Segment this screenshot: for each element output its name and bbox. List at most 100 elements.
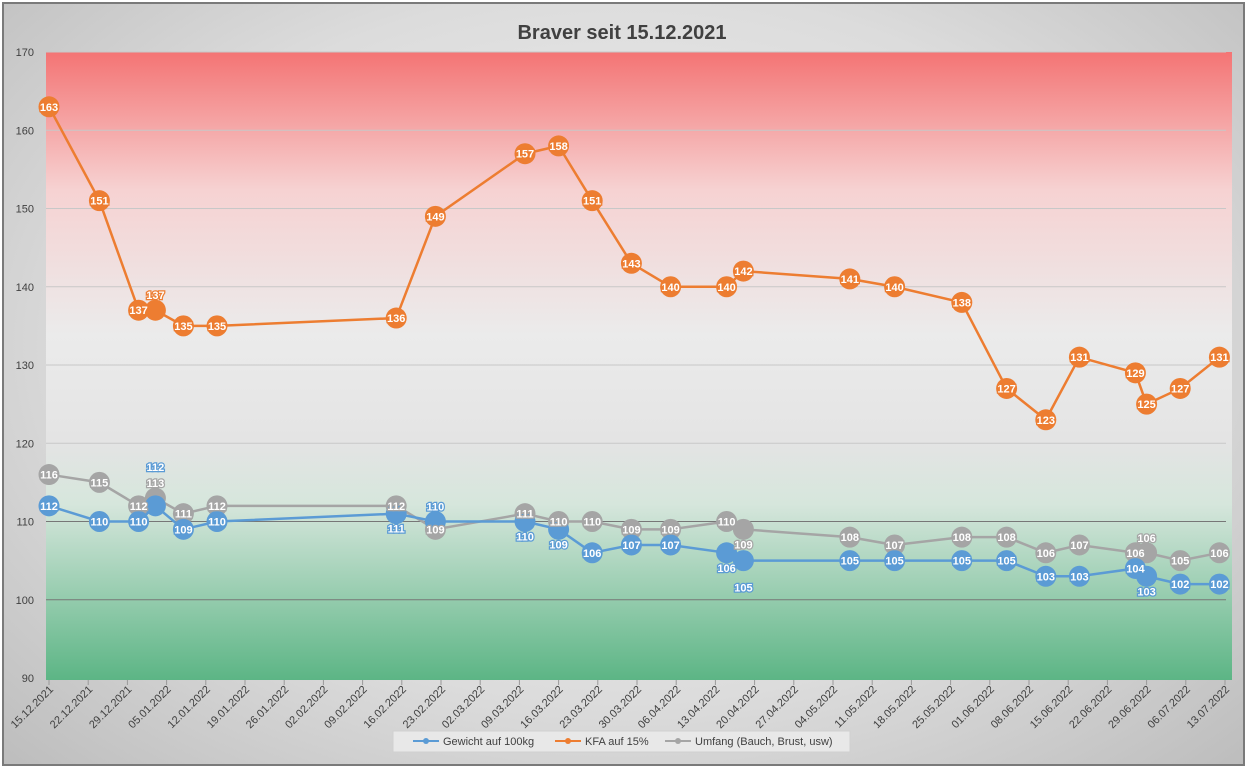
data-label: 129 xyxy=(1126,368,1144,380)
data-point xyxy=(884,276,906,298)
data-point xyxy=(1136,565,1158,587)
data-point xyxy=(548,518,570,540)
data-label: 110 xyxy=(208,517,226,529)
data-label: 112 xyxy=(147,462,165,474)
data-point xyxy=(1169,550,1191,572)
data-point xyxy=(1136,393,1158,415)
data-label: 140 xyxy=(661,282,679,294)
data-point xyxy=(206,511,228,532)
data-point xyxy=(1169,573,1191,595)
data-label: 142 xyxy=(734,266,752,278)
data-label: 105 xyxy=(841,556,859,568)
data-label: 107 xyxy=(885,540,903,552)
data-label: 109 xyxy=(174,524,192,536)
data-label: 149 xyxy=(426,211,444,223)
data-point xyxy=(716,511,738,532)
y-tick-label: 120 xyxy=(16,438,34,450)
y-tick-label: 140 xyxy=(16,282,34,294)
data-label: 109 xyxy=(661,524,679,536)
data-label: 110 xyxy=(583,517,601,529)
y-tick-label: 110 xyxy=(16,517,34,529)
data-point xyxy=(88,511,110,532)
data-label: 113 xyxy=(147,478,165,490)
data-point xyxy=(660,518,682,540)
data-point xyxy=(996,377,1018,399)
data-label: 116 xyxy=(40,470,58,482)
data-point xyxy=(88,471,110,493)
data-point xyxy=(128,511,150,532)
data-label: 110 xyxy=(427,502,445,514)
data-label: 110 xyxy=(550,517,568,529)
data-point xyxy=(88,190,110,212)
data-point xyxy=(1068,534,1090,556)
data-label: 102 xyxy=(1171,579,1189,591)
data-point xyxy=(385,307,407,329)
data-point xyxy=(424,511,446,532)
data-label: 106 xyxy=(1037,548,1055,560)
data-point xyxy=(128,299,150,321)
data-point xyxy=(144,299,166,321)
data-label: 136 xyxy=(387,313,405,325)
data-label: 137 xyxy=(129,305,147,317)
data-label: 115 xyxy=(91,477,109,489)
data-point xyxy=(548,135,570,157)
data-point xyxy=(172,503,194,525)
data-label: 112 xyxy=(387,501,405,513)
data-point xyxy=(732,260,754,282)
data-label: 141 xyxy=(841,274,859,286)
data-point xyxy=(385,503,407,525)
data-point xyxy=(581,190,603,212)
data-point xyxy=(206,315,228,337)
data-point xyxy=(1169,377,1191,399)
data-label: 106 xyxy=(717,563,735,575)
x-tick-label: 13.07.2022 xyxy=(1185,684,1232,731)
data-label: 111 xyxy=(175,509,192,521)
y-tick-label: 100 xyxy=(16,595,34,607)
data-point xyxy=(839,268,861,290)
data-label: 111 xyxy=(388,524,405,536)
data-label: 110 xyxy=(718,517,736,529)
legend-label: Gewicht auf 100kg xyxy=(443,736,534,748)
data-point xyxy=(206,495,228,517)
y-tick-label: 90 xyxy=(22,673,34,685)
data-point xyxy=(38,464,60,486)
data-label: 106 xyxy=(1210,548,1228,560)
data-label: 107 xyxy=(622,540,640,552)
data-point xyxy=(514,143,536,165)
y-tick-label: 130 xyxy=(16,360,34,372)
x-tick-label: 04.05.2022 xyxy=(793,684,840,731)
data-point xyxy=(660,276,682,298)
data-label: 131 xyxy=(1070,352,1088,364)
data-label: 140 xyxy=(885,282,903,294)
data-label: 123 xyxy=(1037,415,1055,427)
legend-marker xyxy=(565,738,571,744)
data-point xyxy=(996,526,1018,548)
data-point xyxy=(38,495,60,517)
data-label: 105 xyxy=(885,556,903,568)
data-label: 110 xyxy=(516,532,534,544)
data-label: 151 xyxy=(90,196,108,208)
data-label: 137 xyxy=(146,290,164,302)
legend-marker xyxy=(675,738,681,744)
data-point xyxy=(732,518,754,540)
data-label: 108 xyxy=(841,532,859,544)
data-point xyxy=(172,315,194,337)
data-label: 106 xyxy=(1126,548,1144,560)
data-point xyxy=(144,495,166,517)
data-point xyxy=(1035,542,1057,564)
data-label: 163 xyxy=(40,102,58,114)
data-point xyxy=(732,550,754,572)
data-point xyxy=(1208,573,1230,595)
y-tick-label: 160 xyxy=(16,125,34,137)
data-label: 140 xyxy=(717,282,735,294)
data-label: 138 xyxy=(953,297,971,309)
data-label: 109 xyxy=(622,524,640,536)
legend-label: Umfang (Bauch, Brust, usw) xyxy=(695,736,833,748)
legend-label: KFA auf 15% xyxy=(585,736,649,748)
data-label: 104 xyxy=(1126,563,1145,575)
data-label: 105 xyxy=(1171,556,1189,568)
data-point xyxy=(1035,409,1057,431)
data-label: 105 xyxy=(997,556,1015,568)
data-point xyxy=(1208,346,1230,368)
data-point xyxy=(620,252,642,274)
